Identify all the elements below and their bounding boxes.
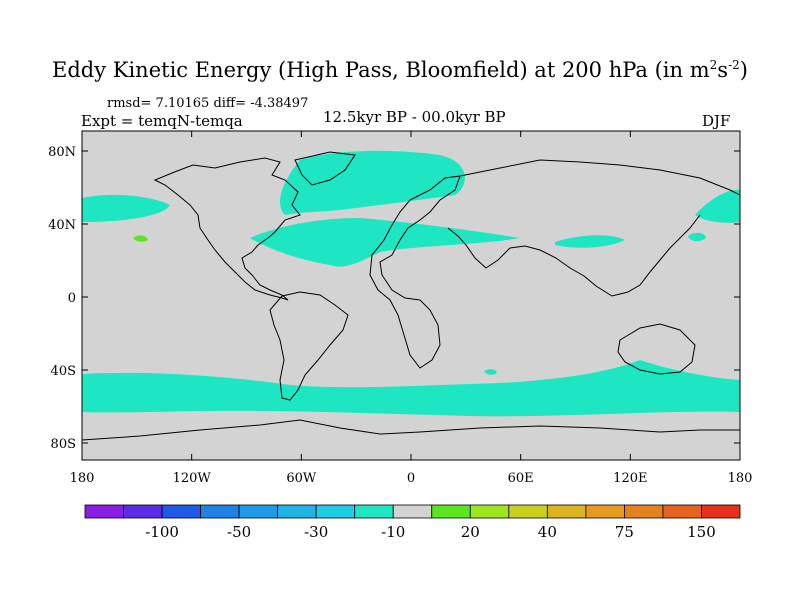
colorbar-label: -30 (304, 523, 328, 541)
colorbar-swatch (662, 504, 702, 519)
colorbar-swatch (585, 504, 625, 519)
colorbar-swatch (354, 504, 394, 519)
lon-tick-label: 120W (173, 471, 212, 486)
map-panel (81, 130, 741, 461)
colorbar-label: -100 (145, 523, 179, 541)
antarctica-coast (82, 419, 740, 441)
lat-tick-label: 40N (48, 218, 76, 233)
colorbar-swatch (392, 504, 433, 519)
experiment-label: Expt = temqN-temqa (81, 112, 243, 130)
south-america-coast (269, 291, 349, 401)
colorbar: -100 -50 -30 -10 20 40 75 150 (84, 504, 741, 541)
colorbar-swatch (84, 504, 124, 519)
anomaly-region-japan (688, 232, 706, 242)
stats-text: rmsd= 7.10165 diff= -4.38497 (107, 96, 309, 111)
colorbar-label: -10 (381, 523, 405, 541)
colorbar-swatch (508, 504, 548, 519)
colorbar-swatch (161, 504, 201, 519)
colorbar-label: -50 (227, 523, 251, 541)
europe-africa-coast (369, 175, 461, 369)
colorbar-swatch (624, 504, 664, 519)
anomaly-region-north-atlantic (280, 150, 465, 215)
lon-tick-label: 60W (286, 471, 317, 486)
anomaly-regions (82, 150, 740, 417)
anomaly-region-positive (133, 235, 148, 242)
colorbar-swatch (238, 504, 279, 519)
anomaly-region-small-south-atlantic (484, 369, 497, 375)
lon-tick-label: 0 (407, 471, 415, 486)
australia-coast (617, 323, 696, 375)
lon-tick-label: 180 (728, 471, 753, 486)
colorbar-label: 150 (687, 523, 716, 541)
colorbar-swatch (701, 504, 741, 519)
asia-coast (447, 159, 740, 297)
lat-tick-label: 80N (48, 145, 76, 160)
lat-tick-label: 40S (51, 364, 76, 379)
anomaly-region-west-pacific (695, 189, 740, 223)
anomaly-region-southern-ocean (82, 360, 740, 417)
anomaly-region-east-asia (555, 235, 625, 248)
colorbar-swatch (123, 504, 163, 519)
lat-tick-label: 80S (51, 437, 76, 452)
north-america-coast (153, 157, 301, 301)
greenland-coast (294, 151, 356, 186)
lat-tick-label: 0 (68, 291, 76, 306)
colorbar-swatch (431, 504, 471, 519)
lon-tick-label: 120E (613, 471, 647, 486)
colorbar-swatch (469, 504, 510, 519)
coastlines (82, 151, 740, 441)
season-label: DJF (702, 112, 731, 130)
colorbar-label: 40 (538, 523, 557, 541)
colorbar-swatch (315, 504, 356, 519)
colorbar-label: 20 (461, 523, 480, 541)
longitude-axis: 180 120W 60W 0 60E 120E 180 (70, 131, 753, 486)
colorbar-swatch (200, 504, 240, 519)
colorbar-swatch (277, 504, 317, 519)
anomaly-region-east-pacific (82, 194, 170, 222)
anomaly-region-atlantic-band (250, 218, 520, 267)
colorbar-swatch (546, 504, 587, 519)
lon-tick-label: 180 (70, 471, 95, 486)
lon-tick-label: 60E (508, 471, 534, 486)
map-title: Eddy Kinetic Energy (High Pass, Bloomfie… (52, 58, 748, 82)
latitude-axis: 80N 40N 0 40S 80S (48, 145, 740, 452)
period-label: 12.5kyr BP - 00.0kyr BP (323, 108, 506, 126)
colorbar-label: 75 (615, 523, 634, 541)
